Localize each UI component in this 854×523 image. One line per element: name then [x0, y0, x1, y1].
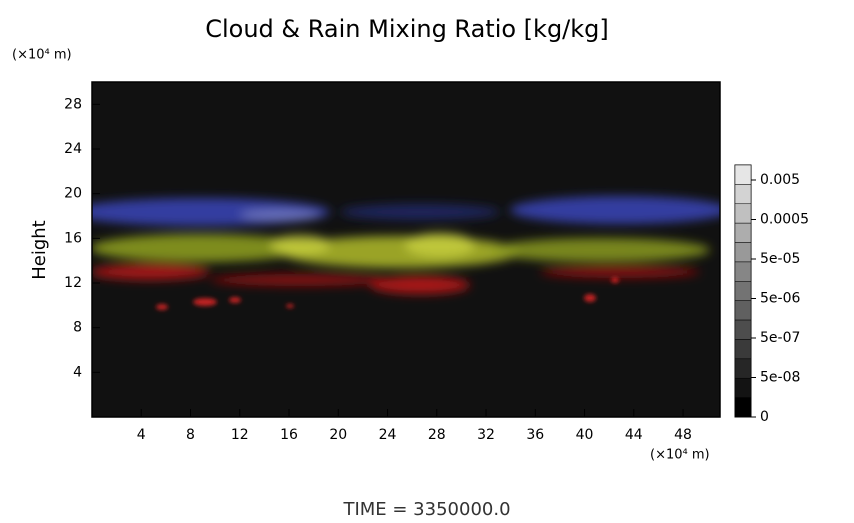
- colorbar-cell: [734, 184, 752, 205]
- x-tick-label: 16: [280, 427, 298, 443]
- x-tick-label: 12: [231, 427, 249, 443]
- x-tick-label: 28: [428, 427, 446, 443]
- colorbar-label: 5e-08: [760, 370, 800, 386]
- x-unit: (×10⁴ m): [650, 448, 710, 463]
- colorbar-cell: [734, 164, 752, 185]
- colorbar-cell: [734, 377, 752, 398]
- y-tick-label: 4: [73, 364, 82, 380]
- colorbar-label: 0: [760, 409, 769, 425]
- colorbar-cell: [734, 222, 752, 243]
- y-tick-label: 8: [73, 320, 82, 336]
- colorbar-cell: [734, 358, 752, 379]
- x-tick-label: 40: [576, 427, 594, 443]
- x-tick-label: 4: [137, 427, 146, 443]
- x-tick-label: 20: [329, 427, 347, 443]
- colorbar-label: 0.0005: [760, 212, 809, 228]
- y-tick-label: 28: [64, 96, 82, 112]
- colorbar-cell: [734, 281, 752, 301]
- x-tick-label: 36: [526, 427, 544, 443]
- colorbar-cell: [734, 319, 752, 340]
- x-tick-label: 8: [186, 427, 195, 443]
- y-unit: (×10⁴ m): [12, 48, 72, 63]
- colorbar-label: 5e-07: [760, 330, 800, 346]
- colorbar-label: 0.005: [760, 172, 800, 188]
- cloud-render: [92, 196, 720, 310]
- y-tick-label: 12: [64, 275, 82, 291]
- colorbar-cell: [734, 339, 752, 360]
- x-tick-label: 48: [674, 427, 692, 443]
- y-tick-label: 16: [64, 230, 82, 246]
- plot-frame: [91, 81, 721, 418]
- x-tick-label: 44: [625, 427, 643, 443]
- colorbar-cell: [734, 300, 752, 321]
- y-tick-label: 24: [64, 141, 82, 157]
- colorbar-cell: [734, 397, 752, 418]
- footer: TIME = 3350000.0: [342, 499, 510, 519]
- y-tick-label: 20: [64, 186, 82, 202]
- colorbar-cell: [734, 261, 752, 282]
- colorbar-label: 5e-06: [760, 291, 800, 307]
- colorbar-cell: [734, 242, 752, 263]
- x-tick-label: 24: [379, 427, 397, 443]
- y-label: Height: [29, 220, 50, 280]
- chart-title: Cloud & Rain Mixing Ratio [kg/kg]: [205, 15, 609, 43]
- colorbar-label: 5e-05: [760, 251, 800, 267]
- x-tick-label: 32: [477, 427, 495, 443]
- colorbar-cell: [734, 203, 752, 224]
